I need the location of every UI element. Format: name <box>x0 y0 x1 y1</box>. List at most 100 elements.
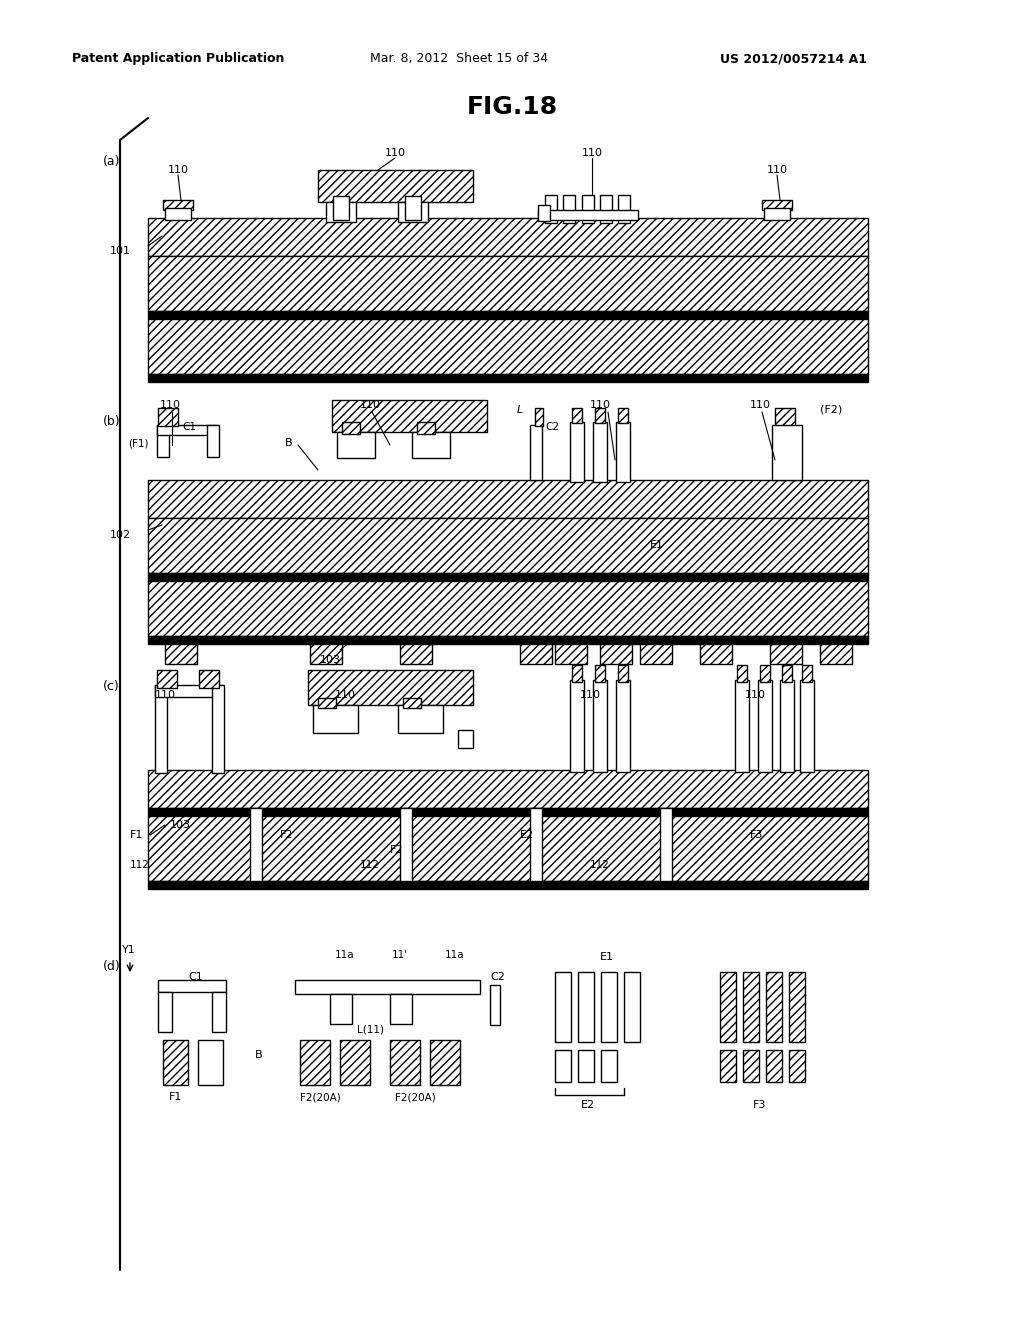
Bar <box>766 1049 782 1082</box>
Bar <box>400 644 432 664</box>
Bar <box>148 808 868 816</box>
Bar <box>148 880 868 888</box>
Text: F1: F1 <box>169 1092 182 1102</box>
Text: 110: 110 <box>160 400 181 411</box>
Bar <box>318 698 336 708</box>
Text: 112: 112 <box>590 861 610 870</box>
Text: 102: 102 <box>110 531 131 540</box>
Bar <box>165 644 197 664</box>
Bar <box>148 517 868 573</box>
Bar <box>163 1040 188 1085</box>
Text: 110: 110 <box>360 400 381 411</box>
Text: US 2012/0057214 A1: US 2012/0057214 A1 <box>720 51 867 65</box>
Bar <box>572 408 582 422</box>
Bar <box>390 994 412 1024</box>
Bar <box>775 408 795 426</box>
Bar <box>735 680 749 772</box>
Bar <box>770 644 802 664</box>
Bar <box>790 1049 805 1082</box>
Bar <box>555 1049 571 1082</box>
Text: F2: F2 <box>390 845 403 855</box>
Bar <box>766 972 782 1041</box>
Bar <box>332 400 487 432</box>
Text: (F1): (F1) <box>128 438 148 447</box>
Text: 110: 110 <box>767 165 787 176</box>
Bar <box>342 422 360 434</box>
Bar <box>148 581 868 636</box>
Text: F2(20A): F2(20A) <box>300 1092 340 1102</box>
Text: 110: 110 <box>590 400 611 411</box>
Text: 101: 101 <box>110 246 131 256</box>
Text: E1: E1 <box>650 540 664 550</box>
Bar <box>593 680 607 772</box>
Bar <box>148 816 868 880</box>
Text: 11a: 11a <box>335 950 354 960</box>
Bar <box>555 972 571 1041</box>
Text: E2: E2 <box>520 830 535 840</box>
Bar <box>624 972 640 1041</box>
Bar <box>313 705 358 733</box>
Bar <box>148 770 868 808</box>
Bar <box>618 408 628 422</box>
Bar <box>155 685 223 697</box>
Bar <box>406 195 421 220</box>
Bar <box>660 808 672 880</box>
Bar <box>800 680 814 772</box>
Bar <box>398 202 428 222</box>
Bar <box>600 644 632 664</box>
Bar <box>300 1040 330 1085</box>
Bar <box>535 408 543 426</box>
Bar <box>430 1040 460 1085</box>
Text: C1: C1 <box>188 972 203 982</box>
Bar <box>163 201 193 210</box>
Bar <box>412 432 450 458</box>
Text: 110: 110 <box>168 165 188 176</box>
Bar <box>490 985 500 1026</box>
Bar <box>212 993 226 1032</box>
Bar <box>780 680 794 772</box>
Bar <box>820 644 852 664</box>
Bar <box>538 205 550 220</box>
Text: E1: E1 <box>600 952 614 962</box>
Bar <box>743 972 759 1041</box>
Bar <box>595 408 605 422</box>
Bar <box>802 665 812 682</box>
Text: 112: 112 <box>130 861 150 870</box>
Bar <box>578 1049 594 1082</box>
Bar <box>764 209 790 220</box>
Bar <box>616 680 630 772</box>
Bar <box>158 408 178 426</box>
Text: 103: 103 <box>170 820 191 830</box>
Text: 11': 11' <box>392 950 408 960</box>
Text: 110: 110 <box>582 148 602 158</box>
Bar <box>158 993 172 1032</box>
Bar <box>600 195 612 223</box>
Text: 11a: 11a <box>445 950 465 960</box>
Bar <box>308 671 473 705</box>
Bar <box>199 671 219 688</box>
Bar <box>601 1049 617 1082</box>
Text: F2(20A): F2(20A) <box>394 1092 435 1102</box>
Bar <box>207 425 219 457</box>
Bar <box>582 195 594 223</box>
Bar <box>572 665 582 682</box>
Bar <box>310 644 342 664</box>
Bar <box>417 422 435 434</box>
Bar <box>578 972 594 1041</box>
Bar <box>520 644 552 664</box>
Bar <box>530 425 542 480</box>
Bar <box>743 1049 759 1082</box>
Text: C1: C1 <box>182 422 196 432</box>
Text: (b): (b) <box>103 414 121 428</box>
Bar <box>618 195 630 223</box>
Bar <box>148 319 868 374</box>
Bar <box>198 1040 223 1085</box>
Bar <box>737 665 746 682</box>
Bar <box>403 698 421 708</box>
Bar <box>618 665 628 682</box>
Bar <box>148 218 868 256</box>
Text: F2: F2 <box>280 830 294 840</box>
Bar <box>458 730 473 748</box>
Text: 110: 110 <box>384 148 406 158</box>
Bar <box>720 1049 736 1082</box>
